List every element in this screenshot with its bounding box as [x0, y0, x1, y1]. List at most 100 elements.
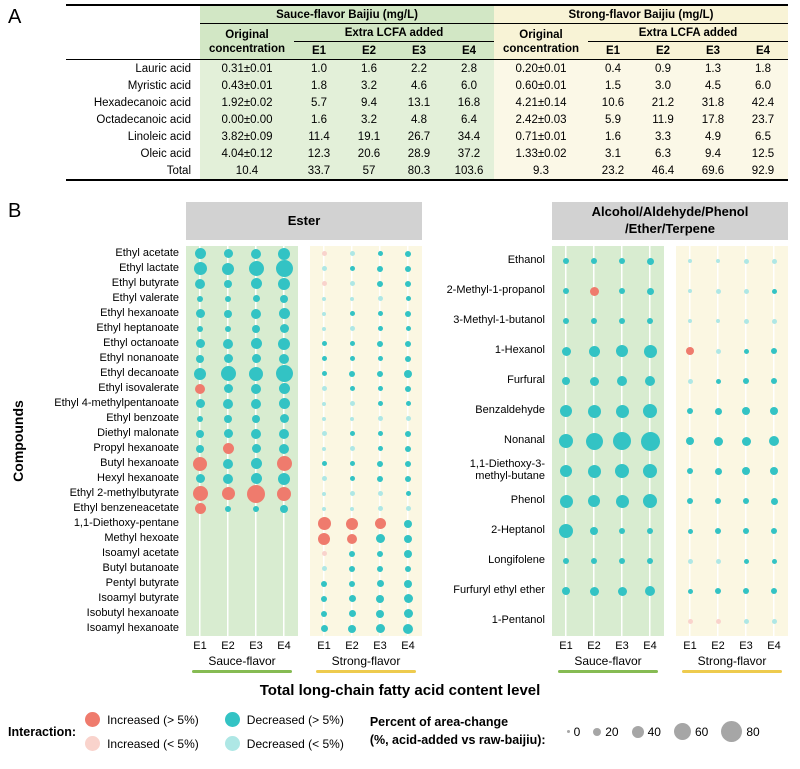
bubble: [278, 277, 290, 290]
bubble: [347, 533, 357, 544]
bubble: [374, 518, 386, 529]
bubble-cell: [242, 276, 270, 291]
bubble-row: [552, 366, 664, 396]
bubble: [404, 534, 412, 543]
strong-value: 92.9: [738, 162, 788, 182]
bubble-cell: [760, 516, 788, 546]
bubble-row: [676, 486, 788, 516]
table-row: Oleic acid 4.04±0.12 12.3 20.6 28.9 37.2 1.33±…: [66, 145, 788, 163]
bubble-cell: [732, 426, 760, 456]
compound-label: Methyl hexoate: [104, 531, 179, 544]
bubble-cell: [270, 441, 298, 456]
sauce-value: 103.6: [444, 162, 494, 182]
sauce-value: 1.6: [344, 59, 394, 78]
size-legend-item: 0: [566, 725, 580, 739]
row-name: Oleic acid: [66, 145, 200, 163]
bubble: [715, 618, 721, 624]
bubble: [561, 346, 571, 356]
bubble-cell: [214, 321, 242, 336]
bubble-row: [552, 306, 664, 336]
bubble-cell: [186, 486, 214, 501]
bubble-cell: [366, 381, 394, 396]
bubble: [250, 458, 262, 469]
bubble-cell: [366, 606, 394, 621]
bubble: [278, 308, 290, 319]
section-title: Ester: [186, 202, 422, 240]
bubble-cell: [636, 396, 664, 426]
compound-label: 1,1-Diethoxy-pentane: [73, 516, 179, 529]
bubble-cell: [338, 591, 366, 606]
row-name: Hexadecanoic acid: [66, 94, 200, 112]
compound-label: Longifolene: [488, 554, 545, 567]
bubble: [252, 324, 260, 333]
bubble-cell: [310, 366, 338, 381]
table-corner: [66, 23, 200, 42]
bubble-row: [552, 246, 664, 276]
bubble-row: [186, 246, 298, 261]
bubble-cell: [394, 366, 422, 381]
bubble: [377, 475, 383, 482]
bubble-cell: [186, 426, 214, 441]
bubble: [197, 295, 203, 302]
bubble: [349, 326, 355, 331]
bubble: [321, 595, 327, 602]
bubble-cell: [608, 336, 636, 366]
bubble-cell: [214, 591, 242, 606]
bubble-cell: [608, 306, 636, 336]
bubble-cell: [580, 486, 608, 516]
bubble: [771, 258, 777, 264]
bubble: [349, 386, 355, 391]
bubble-plot: Ethanol 2-Methyl-1-propanol 3-Methyl-1-but…: [446, 246, 788, 636]
bubble-cell: [310, 381, 338, 396]
bubble: [277, 486, 291, 501]
bubble-cell: [186, 546, 214, 561]
bubble-cell: [760, 396, 788, 426]
bubble: [741, 436, 751, 446]
bubble: [375, 534, 385, 543]
bubble-cell: [394, 546, 422, 561]
bubble-cell: [242, 291, 270, 306]
bubble: [713, 436, 723, 446]
sauce-value: 20.6: [344, 145, 394, 163]
bubble-row: [676, 396, 788, 426]
bubble: [645, 376, 655, 386]
bubble-cell: [338, 576, 366, 591]
bubble: [743, 288, 749, 294]
flavor-group-text: Sauce-flavor: [574, 654, 642, 668]
bubble-cell: [270, 471, 298, 486]
bubble-row: [310, 261, 422, 276]
bubble: [619, 258, 625, 264]
bubble: [588, 345, 600, 357]
compound-label: Ethyl octanoate: [103, 336, 179, 349]
sauce-value: 34.4: [444, 128, 494, 146]
compound-label: Pentyl butyrate: [105, 576, 179, 589]
table-row: Linoleic acid 3.82±0.09 11.4 19.1 26.7 34.4 0.…: [66, 128, 788, 146]
bubble: [377, 296, 383, 301]
compound-label: Butyl butanoate: [102, 561, 179, 574]
bubble-cell: [242, 576, 270, 591]
bubble-cell: [338, 261, 366, 276]
strong-e-header: E1: [588, 41, 638, 61]
bubble-cell: [214, 516, 242, 531]
bubble-cell: [580, 516, 608, 546]
bubble-cell: [186, 606, 214, 621]
bubble-cell: [270, 546, 298, 561]
bubble-cell: [552, 606, 580, 636]
bubble: [715, 348, 721, 354]
bubble: [317, 517, 331, 530]
size-legend-item: 40: [631, 725, 661, 739]
bubble: [197, 415, 203, 422]
bubble-cell: [366, 426, 394, 441]
bubble-row: [186, 531, 298, 546]
compound-label: Ethyl nonanoate: [99, 351, 179, 364]
table-header-row: Sauce-flavor Baijiu (mg/L) Strong-flavor …: [66, 4, 788, 25]
sauce-value: 1.0: [294, 59, 344, 78]
bubble: [743, 258, 749, 264]
bubble-cell: [608, 606, 636, 636]
increased-legend-dot: [85, 736, 101, 751]
bubble-row: [310, 306, 422, 321]
increased-legend-dot: [85, 712, 101, 727]
bubble: [221, 487, 235, 500]
bubble-cell: [760, 456, 788, 486]
bubble-cell: [310, 576, 338, 591]
